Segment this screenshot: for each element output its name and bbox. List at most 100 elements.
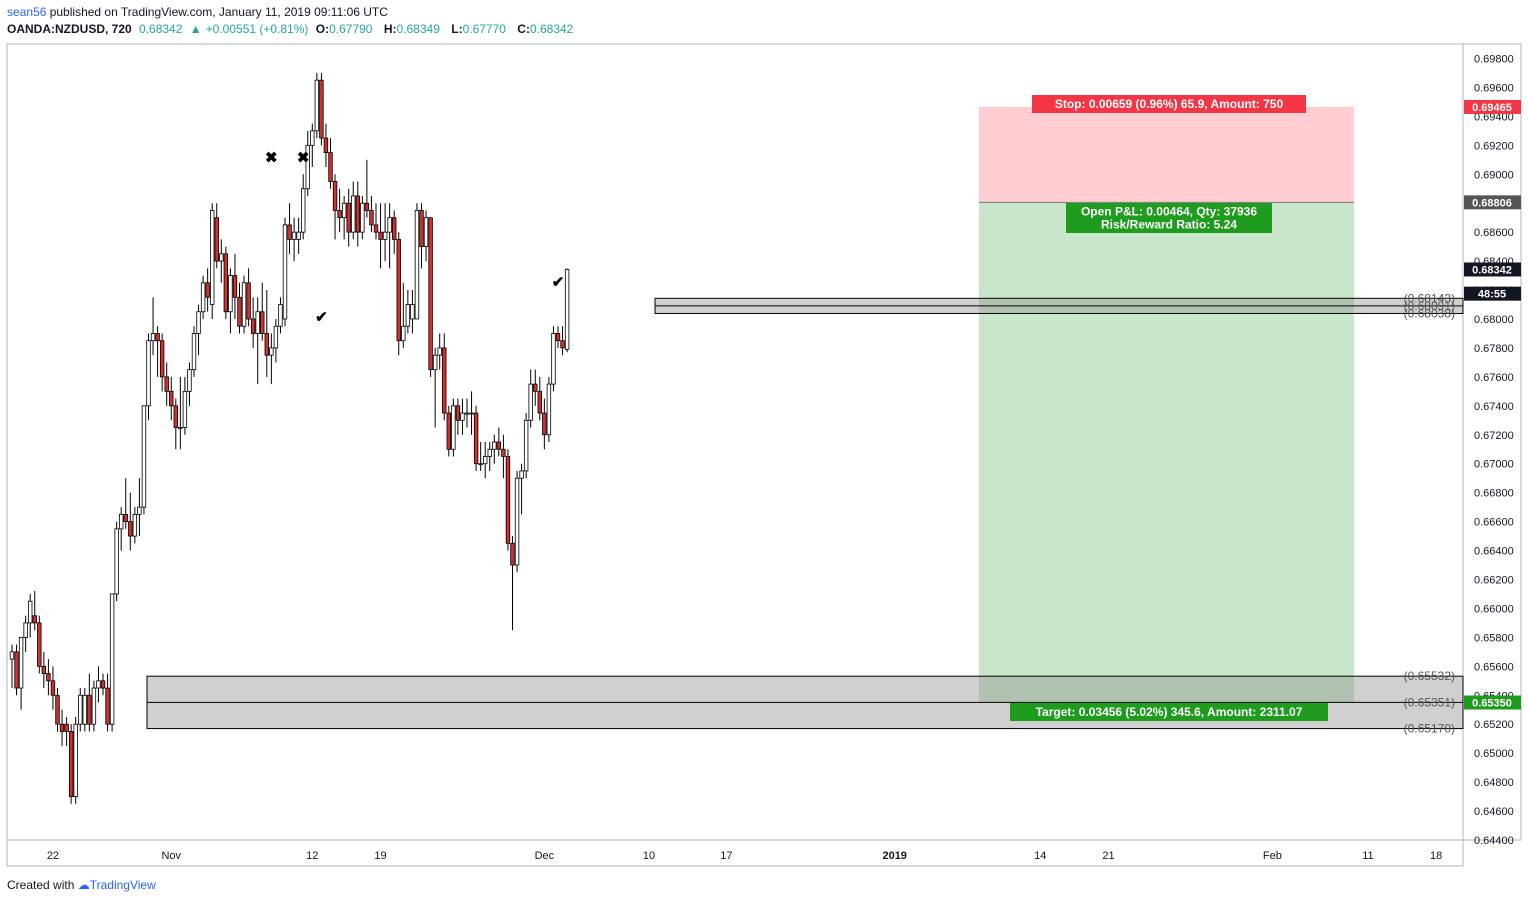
candle[interactable] [337,188,342,233]
candle[interactable] [164,362,169,406]
candle[interactable] [496,427,502,457]
candle[interactable] [141,405,147,515]
candle[interactable] [260,282,265,341]
candle[interactable] [478,442,483,471]
candle[interactable] [328,138,333,189]
candle[interactable] [305,130,310,196]
candle[interactable] [219,239,224,283]
candle[interactable] [273,318,279,363]
candle[interactable] [419,203,424,269]
candle[interactable] [391,210,397,254]
candle[interactable] [492,434,497,464]
candle[interactable] [155,326,160,377]
candle[interactable] [487,442,492,471]
tradingview-link[interactable]: TradingView [89,878,156,892]
candle[interactable] [27,593,33,638]
candle[interactable] [182,376,188,435]
candle[interactable] [232,253,238,319]
candle[interactable] [473,405,479,471]
candle[interactable] [137,478,142,537]
candle[interactable] [223,246,229,319]
candle[interactable] [255,297,260,385]
candle[interactable] [446,405,451,457]
candle[interactable] [14,644,19,696]
candle[interactable] [82,688,87,732]
candle[interactable] [169,376,174,421]
candle[interactable] [246,268,251,327]
candle[interactable] [250,297,256,348]
candle[interactable] [296,217,301,254]
candle[interactable] [410,290,415,334]
candle[interactable] [555,326,561,348]
candle[interactable] [196,304,201,356]
candle[interactable] [37,615,42,674]
candle[interactable] [18,636,24,710]
candle[interactable] [351,181,356,240]
target-label[interactable] [1010,703,1328,721]
candle[interactable] [205,268,210,312]
candle[interactable] [437,333,442,370]
candle[interactable] [187,362,192,406]
candle[interactable] [355,181,360,247]
candle[interactable] [132,507,138,544]
candle[interactable] [46,659,51,696]
candle[interactable] [533,369,538,406]
candle[interactable] [68,724,74,804]
candle[interactable] [405,290,411,334]
candle[interactable] [73,716,78,804]
candle[interactable] [432,347,438,428]
candle[interactable] [119,507,124,551]
candle[interactable] [237,282,242,334]
candle[interactable] [464,398,470,428]
candle[interactable] [314,72,320,139]
candle[interactable] [414,203,420,320]
candle[interactable] [41,651,47,689]
candle[interactable] [78,688,83,732]
author-link[interactable]: sean56 [7,5,47,19]
candle[interactable] [173,398,178,450]
candle[interactable] [209,203,215,319]
candle[interactable] [282,217,288,327]
candle[interactable] [287,203,292,254]
candle[interactable] [278,297,283,334]
candle[interactable] [378,203,383,269]
candle[interactable] [109,593,115,732]
candle[interactable] [387,203,392,269]
candle[interactable] [510,536,515,631]
candle[interactable] [469,391,474,435]
candle[interactable] [291,217,297,262]
candle[interactable] [323,123,329,168]
candle[interactable] [9,644,15,689]
candle[interactable] [59,709,65,746]
candle[interactable] [396,232,401,356]
stop-label[interactable] [1032,95,1306,113]
check-mark-icon[interactable]: ✔ [315,309,328,326]
candle[interactable] [178,376,183,450]
candle[interactable] [23,615,28,652]
candle[interactable] [310,123,315,168]
candle[interactable] [87,673,92,732]
candle[interactable] [523,413,529,479]
candle[interactable] [91,680,97,732]
candle[interactable] [505,449,511,551]
candle[interactable] [528,369,533,428]
candle[interactable] [514,470,520,573]
candle[interactable] [228,268,233,334]
stop-loss-zone[interactable] [979,106,1354,203]
candle[interactable] [241,275,247,334]
candle[interactable] [50,666,56,710]
candle[interactable] [442,333,447,421]
candle[interactable] [401,282,406,348]
candle[interactable] [382,203,388,262]
candle[interactable] [551,326,556,392]
candle[interactable] [360,195,365,240]
candle[interactable] [214,203,219,269]
candle[interactable] [300,174,306,240]
candle[interactable] [564,268,570,353]
candle[interactable] [100,673,106,696]
candle[interactable] [332,174,338,240]
candle[interactable] [146,333,151,421]
candle[interactable] [451,398,456,457]
candle[interactable] [519,463,524,515]
